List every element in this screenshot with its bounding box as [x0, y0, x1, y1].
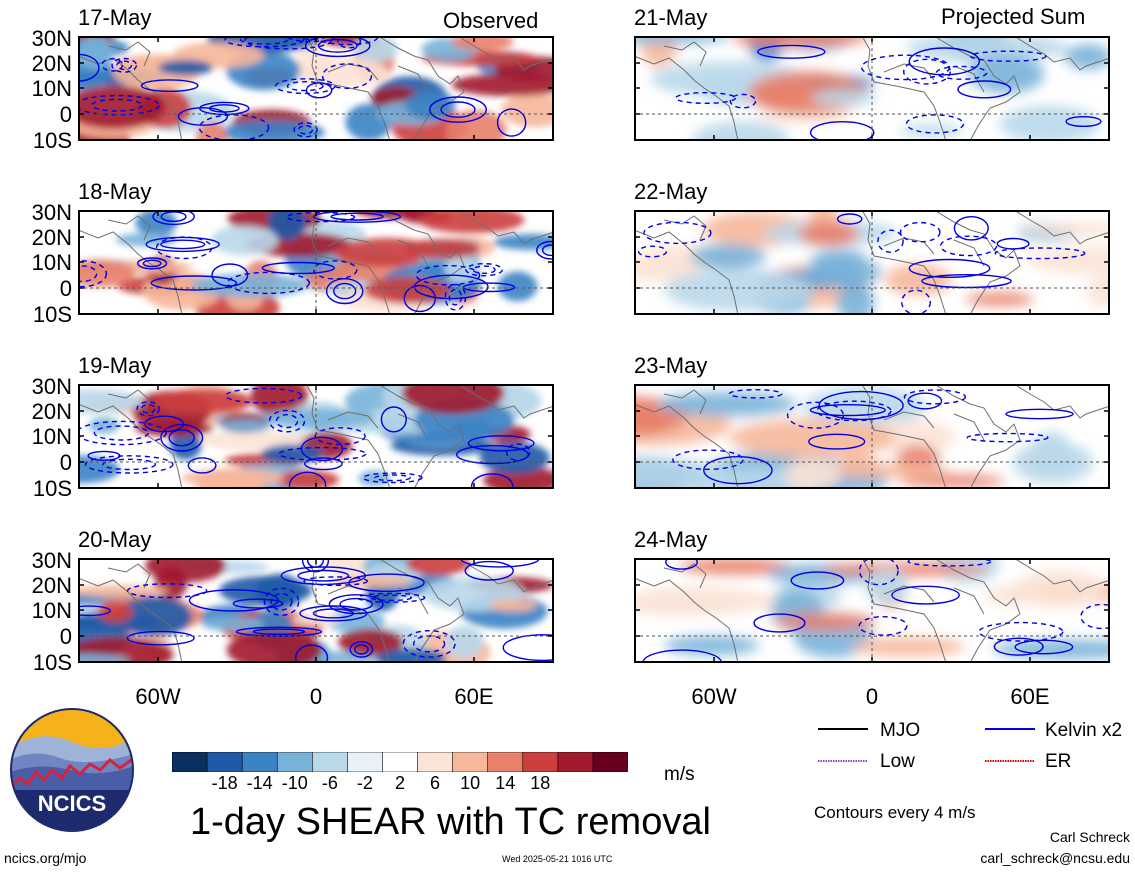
- colorbar-tick-label: 18: [530, 773, 551, 793]
- footer-timestamp: Wed 2025-05-21 1016 UTC: [502, 854, 613, 864]
- legend-line-er: [985, 760, 1035, 762]
- colorbar-tick-label: -6: [321, 773, 338, 793]
- lat-label: 10S: [32, 476, 72, 501]
- colorbar-tick-label: -18: [211, 773, 238, 793]
- legend-line-mjo: [818, 728, 868, 730]
- lon-label: 60E: [1010, 684, 1050, 709]
- footer-author: Carl Schreck: [1049, 829, 1130, 845]
- colorbar-swatch: [347, 752, 384, 772]
- observed-header: Observed: [443, 8, 539, 33]
- panel-title-21-may: 21-May: [634, 5, 708, 30]
- colorbar-swatch: [276, 752, 313, 772]
- lat-label: 30N: [31, 548, 72, 573]
- colorbar-tick-label: -10: [281, 773, 308, 793]
- colorbar-tick-label: -2: [356, 773, 373, 793]
- lon-label: 60E: [454, 684, 494, 709]
- footer-email: carl_schreck@ncsu.edu: [980, 850, 1130, 866]
- legend-line-kelvin: [985, 728, 1035, 730]
- lat-label: 30N: [31, 26, 72, 51]
- colorbar-swatch: [592, 752, 628, 772]
- lat-label: 20N: [31, 51, 72, 76]
- colorbar-swatch: [452, 752, 489, 772]
- logo-text: NCICS: [38, 791, 106, 816]
- colorbar-swatch: [206, 752, 243, 772]
- lat-label: 0: [59, 624, 72, 649]
- colorbar-swatch: [382, 752, 419, 772]
- lon-label: 0: [865, 684, 879, 709]
- lat-label: 10S: [32, 128, 72, 153]
- colorbar-tick-label: -14: [246, 773, 273, 793]
- map-panel-23-may: [634, 384, 1110, 489]
- lat-label: 20N: [31, 573, 72, 598]
- lat-label: 10N: [31, 76, 72, 101]
- map-panel-20-may: [78, 558, 554, 663]
- lat-label: 10N: [31, 250, 72, 275]
- colorbar-swatch: [312, 752, 348, 772]
- lon-label: 60W: [135, 684, 181, 709]
- colorbar-tick-label: 2: [394, 773, 406, 793]
- colorbar-swatch: [417, 752, 454, 772]
- legend-label-er: ER: [1045, 751, 1072, 772]
- colorbar-swatch: [522, 752, 559, 772]
- lat-label: 20N: [31, 399, 72, 424]
- footer-url: ncics.org/mjo: [4, 850, 87, 866]
- map-panel-21-may: [634, 36, 1110, 141]
- colorbar-ticks: -18 -14 -10 -6 -2 2 6 10 14 18: [172, 773, 628, 795]
- panel-title-22-may: 22-May: [634, 179, 708, 204]
- lat-label: 30N: [31, 200, 72, 225]
- lat-label: 20N: [31, 225, 72, 250]
- map-panel-18-may: [78, 210, 554, 315]
- main-title: 1-day SHEAR with TC removal: [190, 801, 711, 843]
- panel-title-20-may: 20-May: [78, 527, 152, 552]
- colorbar-tick-label: 10: [460, 773, 481, 793]
- lon-label: 60W: [691, 684, 737, 709]
- ncics-logo: NCICS: [10, 708, 134, 832]
- lat-label: 0: [59, 276, 72, 301]
- colorbar-units: m/s: [664, 764, 695, 785]
- lat-label: 0: [59, 102, 72, 127]
- map-panel-17-may: [78, 36, 554, 141]
- colorbar-tick-label: 14: [495, 773, 516, 793]
- legend-label-mjo: MJO: [880, 720, 921, 741]
- lat-label: 10N: [31, 424, 72, 449]
- colorbar-swatch: [172, 752, 208, 772]
- panel-title-23-may: 23-May: [634, 353, 708, 378]
- colorbar-swatch: [557, 752, 594, 772]
- colorbar-swatch: [487, 752, 524, 772]
- lat-label: 30N: [31, 374, 72, 399]
- colorbar-tick-label: 6: [430, 773, 441, 793]
- legend-line-low: [818, 760, 868, 762]
- panel-title-18-may: 18-May: [78, 179, 152, 204]
- colorbar: [172, 752, 628, 772]
- map-panel-19-may: [78, 384, 554, 489]
- contour-note: Contours every 4 m/s: [814, 803, 976, 822]
- lat-label: 10S: [32, 302, 72, 327]
- lat-label: 10N: [31, 598, 72, 623]
- panel-title-17-may: 17-May: [78, 5, 152, 30]
- lat-label: 0: [59, 450, 72, 475]
- map-panel-24-may: [634, 558, 1110, 663]
- panel-title-24-may: 24-May: [634, 527, 708, 552]
- legend-label-kelvin: Kelvin x2: [1045, 720, 1123, 741]
- panel-title-19-may: 19-May: [78, 353, 152, 378]
- projected-sum-header: Projected Sum: [941, 4, 1086, 29]
- lat-label: 10S: [32, 650, 72, 675]
- map-panel-22-may: [634, 210, 1110, 315]
- lon-label: 0: [309, 684, 323, 709]
- legend-label-low: Low: [880, 751, 915, 772]
- colorbar-swatch: [241, 752, 278, 772]
